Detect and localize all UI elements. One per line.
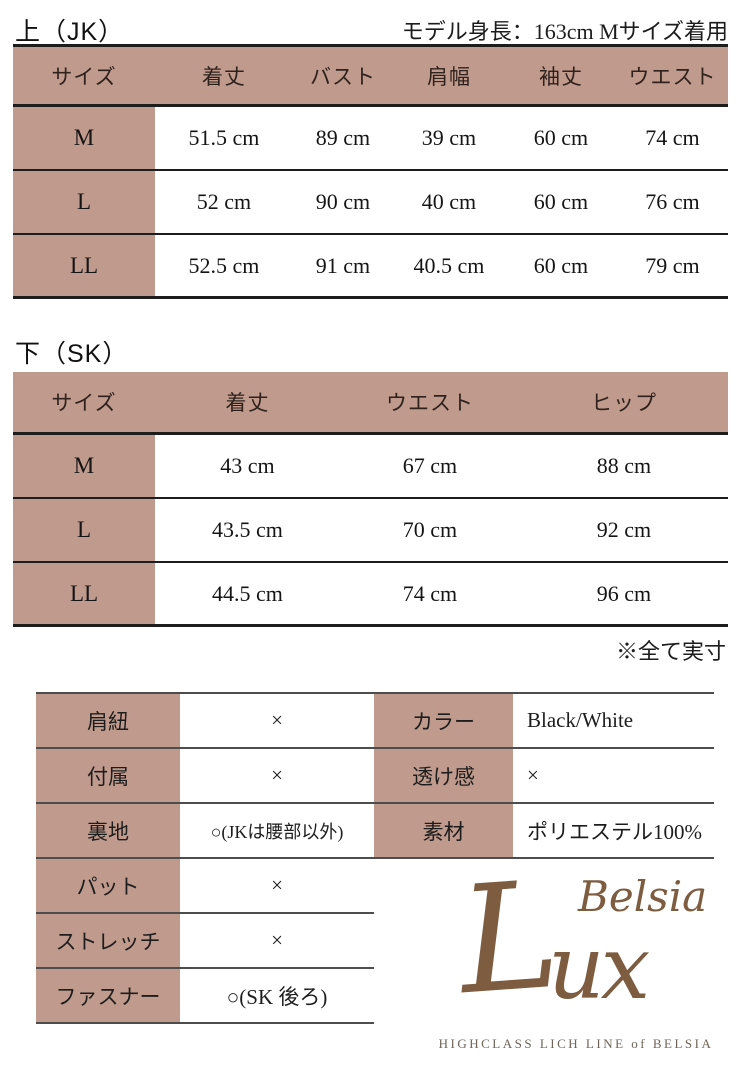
brand-logo: L ux Belsia HIGHCLASS LICH LINE of BELSI… [420, 849, 732, 1063]
jk-value-cell: 52 cm [196, 189, 252, 214]
spec-table-left: 肩紐 × 付属 × 裏地 ○(JKは腰部以外) パット × ストレッチ × ファスナー ○(SK 後ろ… [36, 692, 374, 1024]
sk-size-cell: M [13, 435, 155, 497]
spec-right-label-cell: 透け感 [374, 749, 513, 802]
actual-size-note: ※全て実寸 [615, 639, 726, 664]
jk-size-cell: LL [13, 235, 155, 296]
jk-value-cell: 89 cm [315, 125, 371, 150]
sk-section-title: 下（SK） [15, 340, 129, 368]
jk-value-cell: 79 cm [645, 252, 700, 278]
jk-value-cell: 40.5 cm [413, 252, 485, 278]
spec-left-value-cell: × [271, 708, 283, 732]
sk-value-cell: 74 cm [402, 580, 458, 606]
jk-header-cell: サイズ [51, 64, 117, 89]
sk-header-cell: ウエスト [386, 391, 474, 415]
sk-row: LL 44.5 cm 74 cm 96 cm [13, 563, 728, 627]
jk-value-cell: 39 cm [421, 125, 477, 150]
jk-value-cell: 76 cm [645, 189, 700, 214]
spec-left-label-cell: 裏地 [36, 804, 180, 857]
sk-value-cell: 88 cm [596, 453, 652, 478]
sk-size-table: サイズ 着丈 ウエスト ヒップ M 43 cm 67 cm 88 cm L 43.5 cm 70 c… [13, 372, 728, 627]
spec-right-label-cell: 素材 [374, 804, 513, 857]
sk-size-cell: LL [13, 563, 155, 624]
sk-row: L 43.5 cm 70 cm 92 cm [13, 499, 728, 563]
jk-value-cell: 60 cm [533, 189, 589, 214]
model-height-note: モデル身長：163cm Mサイズ着用 [401, 19, 728, 44]
sk-header-cell: ヒップ [591, 391, 657, 415]
spec-left-value-cell: × [271, 873, 283, 897]
jk-row: M 51.5 cm 89 cm 39 cm 60 cm 74 cm [13, 107, 728, 171]
spec-left-row: 付属 × [36, 749, 374, 804]
jk-size-cell: L [13, 171, 155, 233]
sk-value-cell: 96 cm [596, 580, 652, 606]
jk-value-cell: 74 cm [645, 125, 700, 150]
jk-row: L 52 cm 90 cm 40 cm 60 cm 76 cm [13, 171, 728, 235]
sk-value-cell: 43 cm [220, 453, 275, 478]
spec-left-label-cell: 付属 [36, 749, 180, 802]
spec-right-row: 透け感 × [374, 749, 714, 804]
jk-value-cell: 52.5 cm [188, 252, 260, 278]
spec-right-row: カラー Black/White [374, 694, 714, 749]
spec-left-label-cell: ストレッチ [36, 914, 180, 967]
sk-value-cell: 67 cm [402, 453, 458, 478]
sk-value-cell: 44.5 cm [212, 580, 283, 606]
logo-tagline: HIGHCLASS LICH LINE of BELSIA [438, 1036, 714, 1051]
spec-left-value-cell: × [271, 928, 283, 952]
spec-left-value-cell: ○(SK 後ろ) [226, 984, 328, 1009]
sk-row: M 43 cm 67 cm 88 cm [13, 435, 728, 499]
sk-header-row: サイズ 着丈 ウエスト ヒップ [13, 372, 728, 435]
logo-belsia-script: Belsia [578, 872, 708, 921]
sk-value-cell: 92 cm [596, 517, 652, 542]
spec-left-label-cell: ファスナー [36, 969, 180, 1022]
jk-section-title: 上（JK） [15, 18, 125, 46]
jk-value-cell: 90 cm [315, 189, 371, 214]
sk-size-cell: L [13, 499, 155, 561]
jk-header-cell: 肩幅 [427, 64, 471, 89]
spec-right-label-cell: カラー [374, 694, 513, 747]
jk-header-cell: 袖丈 [539, 64, 583, 89]
logo-ux-script: ux [548, 916, 650, 1019]
jk-header-cell: バスト [310, 64, 376, 89]
sk-value-cell: 43.5 cm [212, 517, 283, 542]
sk-header-cell: 着丈 [225, 391, 270, 415]
jk-value-cell: 40 cm [421, 189, 477, 214]
jk-header-cell: 着丈 [202, 64, 246, 89]
jk-header-cell: ウエスト [628, 64, 717, 89]
spec-right-value-cell: Black/White [527, 708, 634, 732]
jk-value-cell: 60 cm [533, 125, 589, 150]
spec-left-row: ストレッチ × [36, 914, 374, 969]
jk-size-cell: M [13, 107, 155, 169]
jk-value-cell: 51.5 cm [188, 125, 260, 150]
spec-right-row: 素材 ポリエステル100% [374, 804, 714, 859]
spec-left-row: ファスナー ○(SK 後ろ) [36, 969, 374, 1024]
jk-row: LL 52.5 cm 91 cm 40.5 cm 60 cm 79 cm [13, 235, 728, 299]
sk-header-cell: サイズ [51, 391, 117, 415]
spec-right-value-cell: × [527, 763, 539, 787]
spec-right-value-cell: ポリエステル100% [527, 819, 702, 844]
jk-header-row: サイズ 着丈 バスト 肩幅 袖丈 ウエスト [13, 44, 728, 107]
spec-left-row: 肩紐 × [36, 694, 374, 749]
spec-left-row: 裏地 ○(JKは腰部以外) [36, 804, 374, 859]
spec-left-label-cell: パット [36, 859, 180, 912]
sk-value-cell: 70 cm [402, 517, 458, 542]
jk-value-cell: 60 cm [533, 252, 589, 278]
jk-value-cell: 91 cm [315, 252, 371, 278]
spec-left-value-cell: ○(JKは腰部以外) [210, 821, 344, 842]
spec-left-row: パット × [36, 859, 374, 914]
spec-left-label-cell: 肩紐 [36, 694, 180, 747]
spec-left-value-cell: × [271, 763, 283, 787]
jk-size-table: サイズ 着丈 バスト 肩幅 袖丈 ウエスト M 51.5 cm 89 cm 39 cm 60 cm 7… [13, 44, 728, 299]
spec-table-right: カラー Black/White 透け感 × 素材 ポリエステル100% [374, 692, 714, 859]
